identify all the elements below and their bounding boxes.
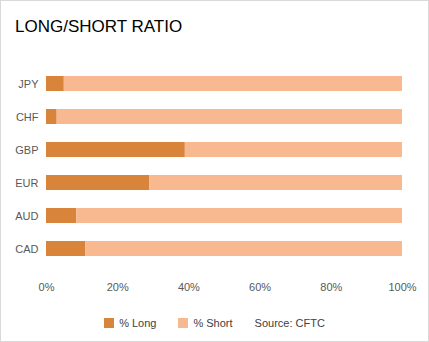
svg-text:100%: 100% — [388, 281, 416, 293]
html-text:% Short: % Short — [193, 317, 233, 329]
svg-text:0%: 0% — [39, 281, 55, 293]
svg-text:AUD: AUD — [15, 210, 38, 222]
html-text:Source: CFTC: Source: CFTC — [254, 317, 325, 329]
svg-text:80%: 80% — [320, 281, 342, 293]
html-text:LONG/SHORT RATIO: LONG/SHORT RATIO — [15, 17, 183, 36]
svg-text:CAD: CAD — [15, 243, 38, 255]
svg-text:60%: 60% — [249, 281, 271, 293]
svg-text:EUR: EUR — [15, 177, 38, 189]
svg-text:GBP: GBP — [15, 144, 38, 156]
svg-text:40%: 40% — [178, 281, 200, 293]
svg-text:20%: 20% — [107, 281, 129, 293]
html-text:% Long: % Long — [119, 317, 157, 329]
svg-text:JPY: JPY — [18, 78, 39, 90]
svg-text:CHF: CHF — [16, 111, 39, 123]
